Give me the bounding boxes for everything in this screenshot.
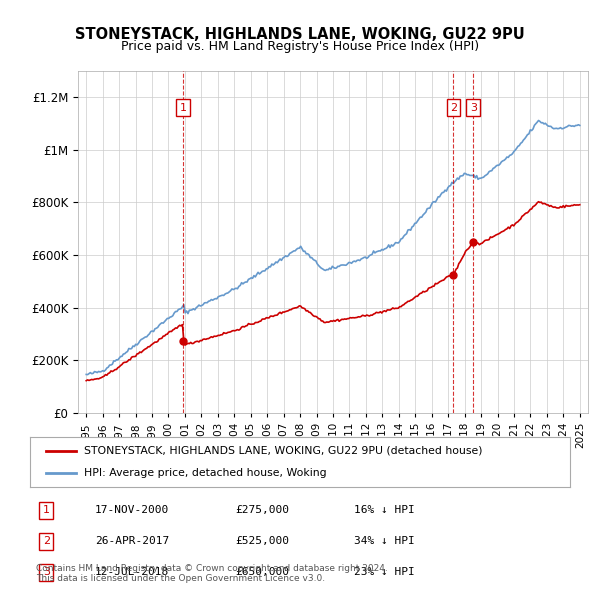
Text: 3: 3 xyxy=(470,103,477,113)
Text: Contains HM Land Registry data © Crown copyright and database right 2024.
This d: Contains HM Land Registry data © Crown c… xyxy=(36,563,388,583)
Text: 26-APR-2017: 26-APR-2017 xyxy=(95,536,169,546)
Text: £650,000: £650,000 xyxy=(235,568,289,578)
Text: 12-JUL-2018: 12-JUL-2018 xyxy=(95,568,169,578)
Text: 17-NOV-2000: 17-NOV-2000 xyxy=(95,505,169,515)
Text: STONEYSTACK, HIGHLANDS LANE, WOKING, GU22 9PU: STONEYSTACK, HIGHLANDS LANE, WOKING, GU2… xyxy=(75,27,525,41)
Text: 1: 1 xyxy=(43,505,50,515)
Text: £275,000: £275,000 xyxy=(235,505,289,515)
Text: 23% ↓ HPI: 23% ↓ HPI xyxy=(354,568,415,578)
Text: 2: 2 xyxy=(43,536,50,546)
Text: HPI: Average price, detached house, Woking: HPI: Average price, detached house, Woki… xyxy=(84,468,326,478)
Text: £525,000: £525,000 xyxy=(235,536,289,546)
Text: STONEYSTACK, HIGHLANDS LANE, WOKING, GU22 9PU (detached house): STONEYSTACK, HIGHLANDS LANE, WOKING, GU2… xyxy=(84,445,482,455)
Text: 16% ↓ HPI: 16% ↓ HPI xyxy=(354,505,415,515)
Text: 1: 1 xyxy=(179,103,187,113)
Text: 3: 3 xyxy=(43,568,50,578)
Text: Price paid vs. HM Land Registry's House Price Index (HPI): Price paid vs. HM Land Registry's House … xyxy=(121,40,479,53)
Text: 34% ↓ HPI: 34% ↓ HPI xyxy=(354,536,415,546)
Text: 2: 2 xyxy=(450,103,457,113)
